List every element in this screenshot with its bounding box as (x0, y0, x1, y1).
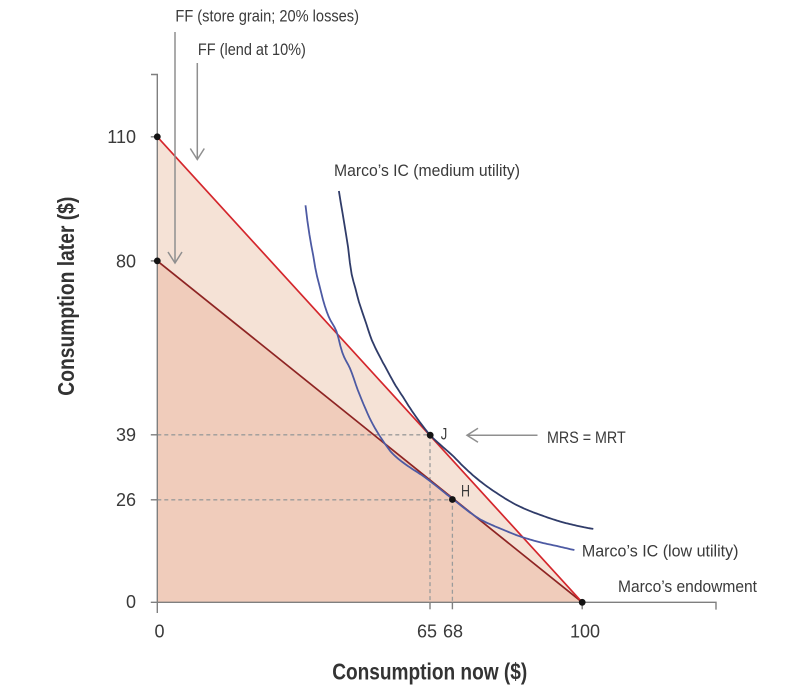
svg-text:Marco’s IC (medium utility): Marco’s IC (medium utility) (334, 161, 520, 180)
svg-text:65: 65 (417, 622, 437, 642)
svg-text:80: 80 (116, 251, 136, 271)
svg-text:Marco’s endowment: Marco’s endowment (618, 577, 757, 596)
svg-text:Consumption later ($): Consumption later ($) (53, 197, 79, 396)
svg-text:Consumption now ($): Consumption now ($) (332, 659, 527, 685)
svg-text:39: 39 (116, 425, 136, 445)
svg-text:FF (store grain; 20% losses): FF (store grain; 20% losses) (175, 7, 359, 26)
svg-text:110: 110 (107, 127, 136, 147)
svg-text:68: 68 (443, 622, 463, 642)
svg-text:Marco’s IC (low utility): Marco’s IC (low utility) (582, 542, 739, 561)
svg-text:0: 0 (126, 592, 136, 612)
svg-text:MRS = MRT: MRS = MRT (547, 428, 626, 447)
svg-text:0: 0 (154, 622, 164, 642)
svg-text:26: 26 (116, 490, 136, 510)
svg-text:100: 100 (570, 622, 600, 642)
svg-text:FF (lend at 10%): FF (lend at 10%) (198, 40, 306, 59)
svg-text:J: J (441, 425, 448, 444)
svg-text:H: H (461, 482, 470, 501)
